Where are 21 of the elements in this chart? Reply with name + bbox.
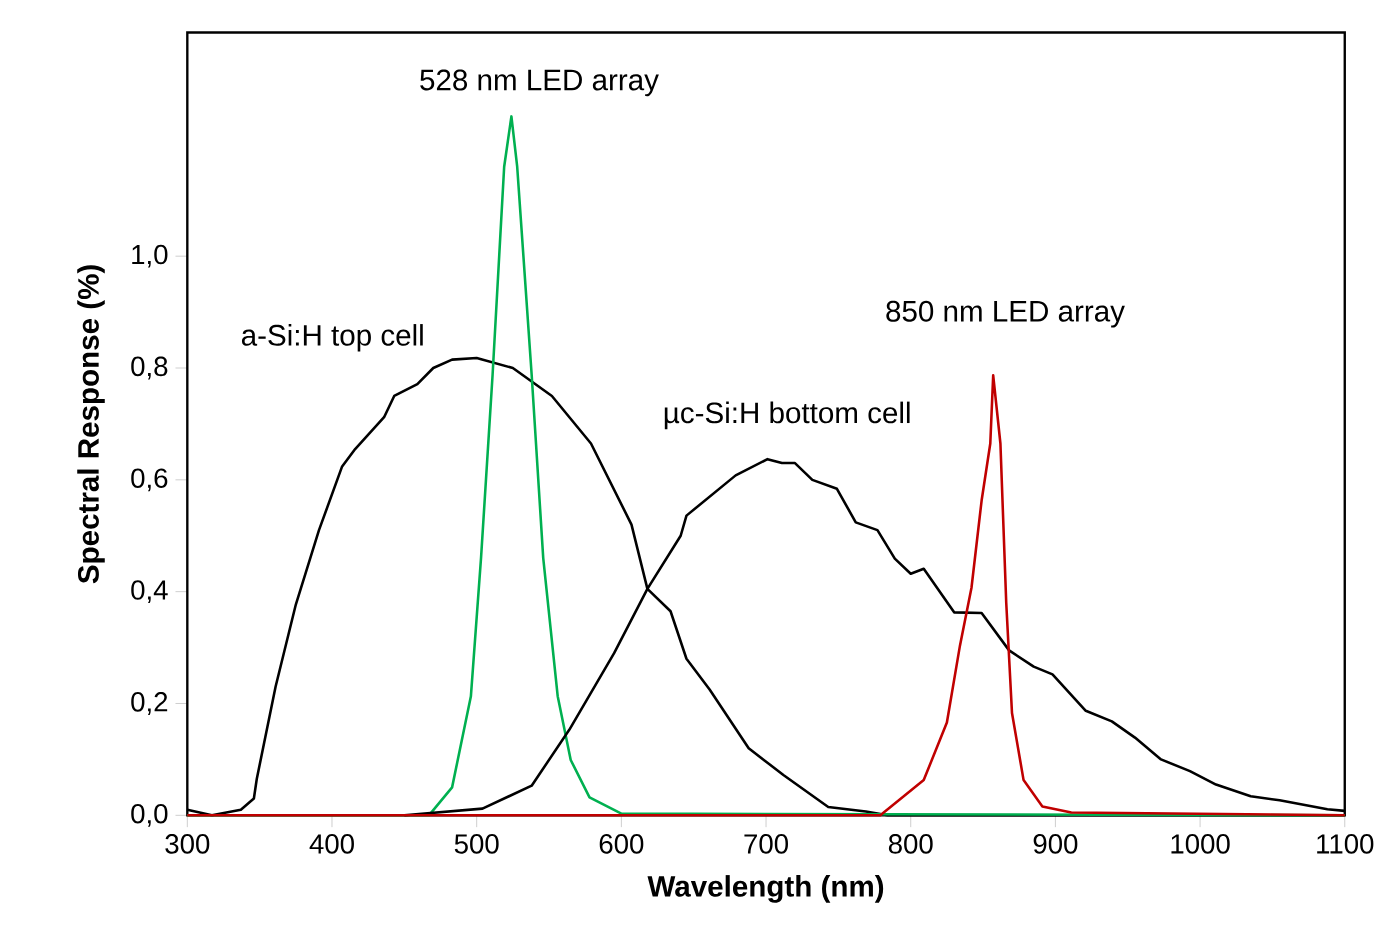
x-tick-label: 400 <box>309 833 354 854</box>
x-tick-label: 300 <box>165 833 210 854</box>
x-tick-label: 900 <box>1033 833 1078 854</box>
y-axis-title: Spectral Response (%) <box>77 265 105 584</box>
y-tick-label: 0,4 <box>131 580 168 603</box>
text: 850 nm LED array <box>886 300 1125 328</box>
x-tick-label: 500 <box>454 833 499 854</box>
series-label: µc-Si:H bottom cell <box>664 401 910 429</box>
x-tick-label: 800 <box>888 833 933 854</box>
series-label: a-Si:H top cell <box>241 323 423 352</box>
y-tick-label: 0,0 <box>131 803 168 827</box>
x-tick-label: 1000 <box>1171 833 1230 854</box>
x-tick-label: 1100 <box>1317 833 1374 854</box>
x-tick-label: 700 <box>744 833 788 854</box>
y-tick-label: 1,0 <box>132 244 168 268</box>
y-tick-label: 0,8 <box>131 356 168 380</box>
x-axis-title: Wavelength (nm) <box>647 874 884 903</box>
y-tick-label: 0,6 <box>131 468 168 492</box>
x-tick-label: 600 <box>599 833 644 854</box>
series-label: 528 nm LED array <box>420 69 659 97</box>
y-tick-label: 0,2 <box>131 691 168 715</box>
